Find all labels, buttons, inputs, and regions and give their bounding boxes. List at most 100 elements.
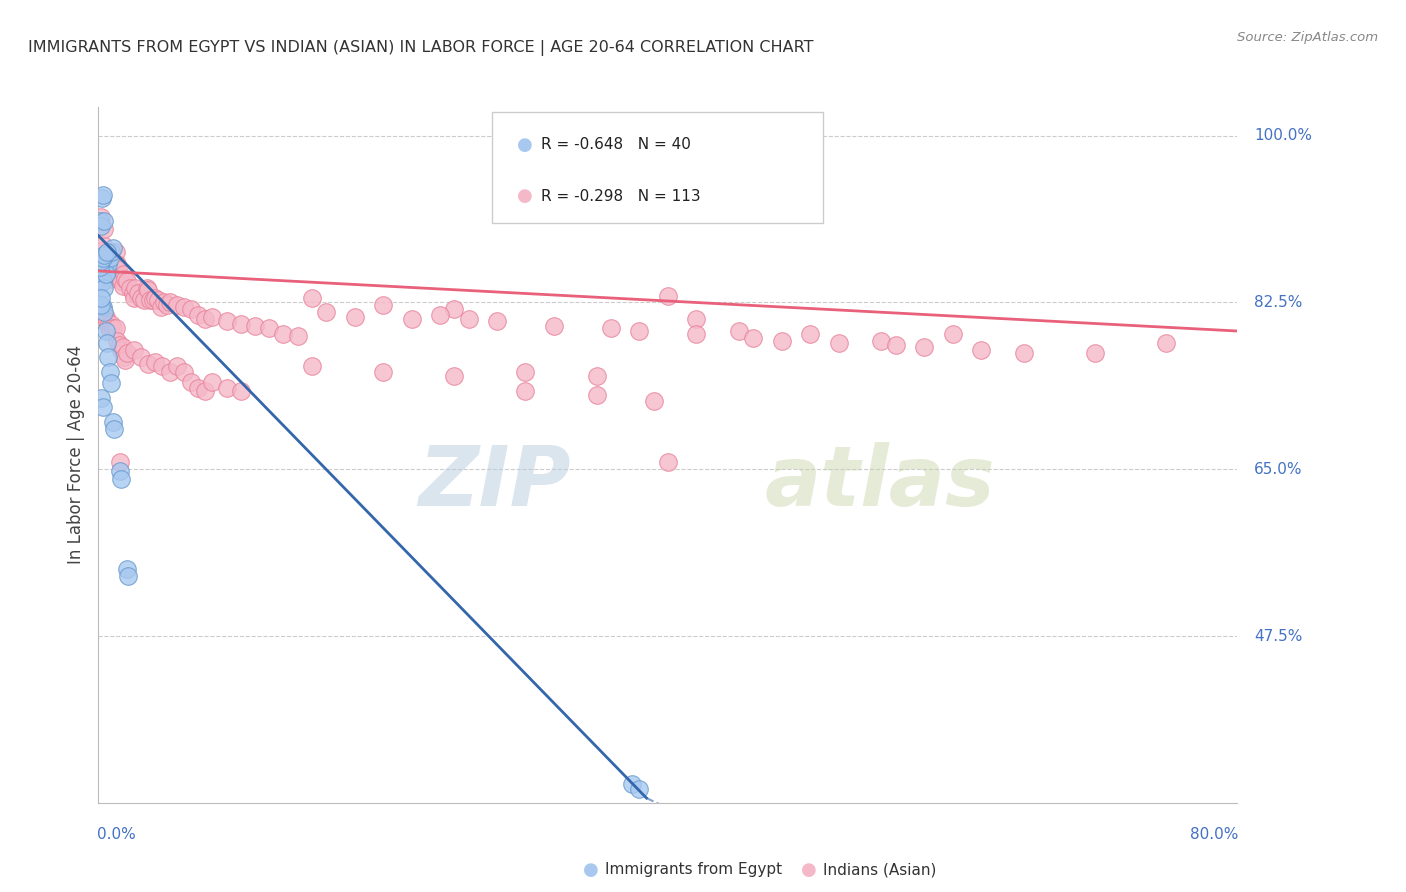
Point	[273, 326, 295, 341]
Text: 0.0%: 0.0%	[97, 827, 136, 842]
Text: R = -0.648   N = 40: R = -0.648 N = 40	[541, 137, 692, 152]
Point	[114, 271, 136, 285]
Point	[91, 300, 114, 314]
Point	[543, 319, 565, 334]
Point	[122, 291, 145, 305]
Point	[884, 338, 907, 352]
Point	[657, 454, 679, 468]
Point	[187, 381, 209, 395]
Y-axis label: In Labor Force | Age 20-64: In Labor Force | Age 20-64	[66, 345, 84, 565]
Text: ●: ●	[516, 136, 533, 153]
Point	[108, 271, 131, 285]
Point	[201, 375, 224, 389]
Point	[94, 267, 117, 281]
Point	[621, 777, 644, 791]
Point	[443, 368, 465, 383]
Point	[229, 384, 252, 398]
Text: R = -0.298   N = 113: R = -0.298 N = 113	[541, 189, 702, 203]
Point	[91, 273, 114, 287]
Point	[194, 384, 217, 398]
Point	[104, 321, 127, 335]
Text: 47.5%: 47.5%	[1254, 629, 1303, 643]
Point	[97, 257, 120, 271]
Text: ●: ●	[800, 861, 817, 879]
Point	[108, 464, 131, 478]
Point	[287, 328, 309, 343]
Point	[93, 305, 115, 319]
Point	[515, 384, 537, 398]
Point	[138, 293, 160, 307]
Point	[600, 321, 623, 335]
Point	[101, 241, 124, 255]
Text: Indians (Asian): Indians (Asian)	[823, 863, 936, 877]
Point	[94, 324, 117, 338]
Point	[100, 244, 122, 259]
Text: Source: ZipAtlas.com: Source: ZipAtlas.com	[1237, 31, 1378, 45]
Point	[101, 264, 124, 278]
Point	[103, 260, 125, 275]
Point	[145, 355, 167, 369]
Point	[401, 311, 423, 326]
Point	[100, 267, 122, 281]
Point	[159, 295, 181, 310]
Point	[145, 291, 167, 305]
Point	[97, 267, 120, 281]
Point	[515, 365, 537, 379]
Point	[96, 264, 118, 278]
Point	[111, 279, 134, 293]
Point	[156, 298, 179, 312]
Point	[93, 254, 115, 268]
Point	[91, 191, 114, 205]
Point	[100, 376, 122, 391]
Point	[373, 298, 395, 312]
Point	[107, 262, 129, 277]
Point	[685, 311, 707, 326]
Point	[1084, 346, 1107, 360]
Point	[98, 365, 121, 379]
Point	[870, 334, 893, 348]
Point	[112, 350, 135, 364]
Point	[94, 257, 117, 271]
Point	[912, 340, 935, 354]
Point	[301, 291, 323, 305]
Point	[166, 298, 188, 312]
Point	[159, 365, 181, 379]
Point	[141, 293, 163, 307]
Point	[91, 401, 114, 415]
Point	[118, 281, 141, 295]
Point	[89, 264, 111, 278]
Point	[104, 244, 127, 259]
Point	[136, 357, 159, 371]
Point	[101, 415, 124, 429]
Point	[132, 293, 155, 307]
Text: Immigrants from Egypt: Immigrants from Egypt	[605, 863, 782, 877]
Point	[111, 340, 134, 354]
Point	[742, 331, 765, 345]
Point	[100, 318, 122, 332]
Point	[685, 326, 707, 341]
Point	[115, 346, 138, 360]
Text: 65.0%: 65.0%	[1254, 462, 1303, 476]
Point	[194, 311, 217, 326]
Point	[942, 326, 965, 341]
Point	[110, 273, 132, 287]
Point	[457, 311, 479, 326]
Point	[657, 289, 679, 303]
Point	[173, 300, 195, 314]
Text: ZIP: ZIP	[419, 442, 571, 524]
Point	[121, 285, 143, 300]
Point	[98, 251, 121, 265]
Point	[215, 381, 238, 395]
Point	[585, 174, 607, 188]
Point	[243, 319, 266, 334]
Point	[628, 781, 651, 796]
Text: atlas: atlas	[765, 442, 995, 524]
Point	[96, 336, 118, 351]
Point	[315, 305, 337, 319]
Point	[643, 393, 665, 408]
Point	[124, 281, 146, 295]
Point	[585, 368, 607, 383]
Point	[93, 248, 115, 262]
Point	[259, 321, 281, 335]
Point	[115, 562, 138, 576]
